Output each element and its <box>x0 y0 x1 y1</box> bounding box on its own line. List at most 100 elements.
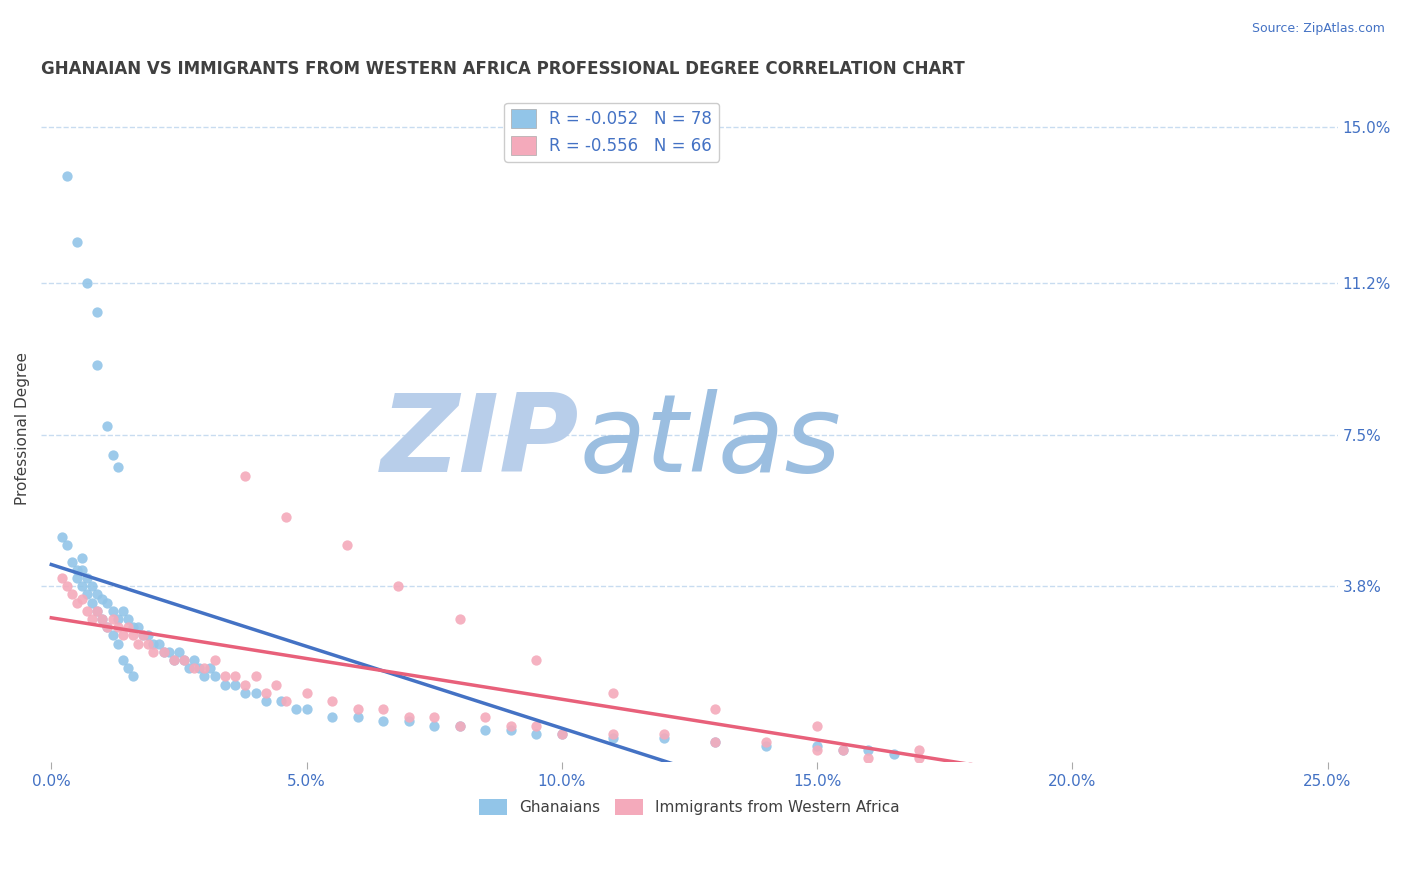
Point <box>86 358 108 372</box>
Point <box>107 612 129 626</box>
Point <box>101 604 124 618</box>
Point <box>66 563 89 577</box>
Point <box>142 645 165 659</box>
Point <box>96 620 118 634</box>
Point <box>117 612 139 626</box>
Point <box>101 612 124 626</box>
Text: Source: ZipAtlas.com: Source: ZipAtlas.com <box>1251 22 1385 36</box>
Point <box>55 579 77 593</box>
Point <box>173 653 195 667</box>
Text: GHANAIAN VS IMMIGRANTS FROM WESTERN AFRICA PROFESSIONAL DEGREE CORRELATION CHART: GHANAIAN VS IMMIGRANTS FROM WESTERN AFRI… <box>41 60 965 78</box>
Point <box>652 727 675 741</box>
Point <box>96 419 118 434</box>
Point <box>449 718 471 732</box>
Point <box>264 677 287 691</box>
Point <box>602 686 624 700</box>
Point <box>163 653 186 667</box>
Point <box>66 571 89 585</box>
Point <box>55 538 77 552</box>
Point <box>91 612 114 626</box>
Point <box>499 718 522 732</box>
Point <box>499 723 522 737</box>
Point <box>86 604 108 618</box>
Point <box>214 669 236 683</box>
Point <box>148 637 170 651</box>
Point <box>183 661 205 675</box>
Point <box>117 661 139 675</box>
Point <box>136 637 159 651</box>
Point <box>179 661 201 675</box>
Legend: Ghanaians, Immigrants from Western Africa: Ghanaians, Immigrants from Western Afric… <box>472 793 905 822</box>
Point <box>136 628 159 642</box>
Point <box>423 718 446 732</box>
Point <box>55 169 77 184</box>
Point <box>76 587 98 601</box>
Point <box>193 669 215 683</box>
Point <box>188 661 211 675</box>
Point <box>86 304 108 318</box>
Point <box>117 620 139 634</box>
Point <box>173 653 195 667</box>
Point <box>132 628 155 642</box>
Point <box>122 628 145 642</box>
Point <box>270 694 292 708</box>
Point <box>198 661 221 675</box>
Point <box>233 468 256 483</box>
Point <box>652 731 675 745</box>
Point <box>387 579 409 593</box>
Point <box>214 677 236 691</box>
Point <box>82 596 104 610</box>
Point <box>111 628 134 642</box>
Point <box>111 653 134 667</box>
Point <box>66 235 89 249</box>
Point <box>111 604 134 618</box>
Point <box>233 677 256 691</box>
Point <box>254 686 277 700</box>
Point <box>157 645 180 659</box>
Point <box>883 747 905 762</box>
Point <box>70 579 93 593</box>
Point <box>76 276 98 290</box>
Point <box>66 596 89 610</box>
Point <box>806 739 828 753</box>
Point <box>423 710 446 724</box>
Point <box>107 460 129 475</box>
Point <box>60 555 83 569</box>
Point <box>276 694 298 708</box>
Point <box>295 686 318 700</box>
Point <box>152 645 174 659</box>
Point <box>152 645 174 659</box>
Point <box>551 727 574 741</box>
Point <box>70 550 93 565</box>
Text: ZIP: ZIP <box>381 389 579 495</box>
Point <box>346 702 368 716</box>
Point <box>474 723 496 737</box>
Point <box>167 645 190 659</box>
Point <box>86 604 108 618</box>
Point <box>474 710 496 724</box>
Point <box>96 620 118 634</box>
Point <box>1163 776 1185 790</box>
Point <box>224 677 246 691</box>
Point <box>285 702 308 716</box>
Point <box>101 448 124 462</box>
Point <box>959 759 981 773</box>
Point <box>449 612 471 626</box>
Point <box>1265 784 1288 798</box>
Point <box>856 751 879 765</box>
Point <box>76 571 98 585</box>
Point <box>224 669 246 683</box>
Point <box>233 686 256 700</box>
Point <box>704 735 727 749</box>
Point <box>551 727 574 741</box>
Point <box>127 620 149 634</box>
Point <box>704 735 727 749</box>
Point <box>245 669 267 683</box>
Point <box>856 743 879 757</box>
Point <box>107 637 129 651</box>
Point <box>127 637 149 651</box>
Point <box>163 653 186 667</box>
Point <box>1062 768 1084 782</box>
Point <box>101 628 124 642</box>
Point <box>51 571 73 585</box>
